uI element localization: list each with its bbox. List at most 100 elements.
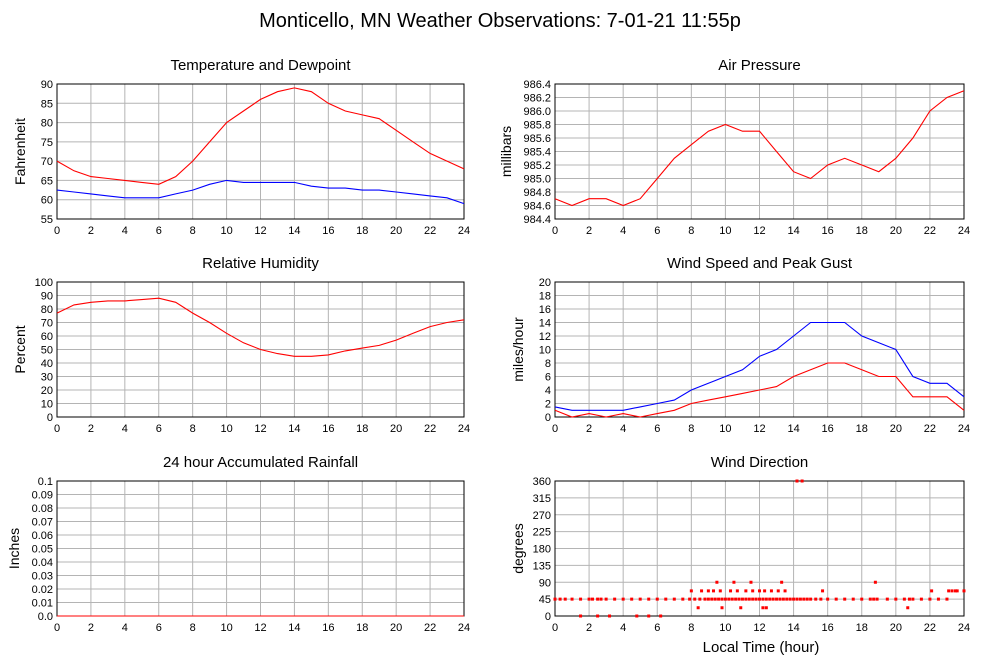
data-point <box>919 597 923 601</box>
data-point <box>953 589 957 593</box>
data-point <box>754 597 758 601</box>
series-line-2 <box>554 321 965 411</box>
y-tick-label: 45 <box>539 594 551 606</box>
x-tick-label: 20 <box>390 225 402 237</box>
x-tick-label: 4 <box>620 225 626 237</box>
plot-frame <box>56 83 465 220</box>
data-point <box>735 589 739 593</box>
x-tick-label: 16 <box>322 622 334 634</box>
data-point <box>761 606 765 610</box>
x-tick-label: 22 <box>424 225 436 237</box>
x-tick-label: 4 <box>122 225 128 237</box>
y-tick-label: 40 <box>41 358 53 370</box>
y-tick-label: 90 <box>41 79 53 91</box>
data-point <box>681 597 685 601</box>
x-tick-label: 10 <box>220 423 232 435</box>
data-point <box>775 597 779 601</box>
x-tick-label: 24 <box>458 622 470 634</box>
chart-title: Wind Speed and Peak Gust <box>667 255 853 272</box>
y-tick-label: 80 <box>41 118 53 130</box>
x-tick-label: 14 <box>288 622 300 634</box>
data-point <box>621 597 625 601</box>
chart-title: Wind Direction <box>711 454 809 471</box>
data-point <box>608 614 612 618</box>
y-tick-label: 985.0 <box>523 174 551 186</box>
data-point <box>664 597 668 601</box>
data-point <box>747 597 751 601</box>
y-tick-label: 986.4 <box>523 79 551 91</box>
x-axis-label: Local Time (hour) <box>703 639 820 656</box>
x-tick-label: 12 <box>753 225 765 237</box>
x-tick-label: 2 <box>586 423 592 435</box>
data-point <box>911 597 915 601</box>
x-tick-label: 22 <box>924 225 936 237</box>
data-point <box>771 597 775 601</box>
y-tick-label: 30 <box>41 372 53 384</box>
data-point <box>596 614 600 618</box>
data-point <box>563 597 567 601</box>
x-tick-label: 6 <box>654 622 660 634</box>
x-tick-label: 2 <box>88 225 94 237</box>
x-tick-label: 2 <box>88 622 94 634</box>
data-point <box>785 597 789 601</box>
data-point <box>798 597 802 601</box>
y-tick-label: 985.8 <box>523 120 551 132</box>
data-point <box>689 589 693 593</box>
data-point <box>647 614 651 618</box>
data-point <box>706 589 710 593</box>
x-tick-label: 22 <box>924 622 936 634</box>
data-point <box>553 597 557 601</box>
y-tick-label: 984.6 <box>523 201 551 213</box>
chart-title: Temperature and Dewpoint <box>170 57 351 74</box>
chart-title: Relative Humidity <box>202 255 319 272</box>
data-point <box>872 597 876 601</box>
data-point <box>928 597 932 601</box>
y-tick-label: 360 <box>533 476 551 488</box>
x-tick-label: 4 <box>620 622 626 634</box>
data-point <box>729 589 733 593</box>
plot-frame <box>554 480 965 617</box>
x-tick-label: 0 <box>552 225 558 237</box>
data-point <box>672 597 676 601</box>
y-tick-label: 984.4 <box>523 214 551 226</box>
x-tick-label: 8 <box>190 225 196 237</box>
x-tick-label: 14 <box>288 423 300 435</box>
data-point <box>821 589 825 593</box>
data-point <box>698 597 702 601</box>
data-point <box>749 580 753 584</box>
data-point <box>579 614 583 618</box>
data-point <box>819 597 823 601</box>
data-point <box>723 597 727 601</box>
x-tick-label: 12 <box>753 622 765 634</box>
y-axis-label: millibars <box>498 126 514 177</box>
data-point <box>720 606 724 610</box>
data-point <box>579 597 583 601</box>
y-tick-label: 14 <box>539 318 551 330</box>
data-point <box>758 597 761 601</box>
y-tick-label: 65 <box>41 175 53 187</box>
y-tick-label: 270 <box>533 510 551 522</box>
data-point <box>936 597 940 601</box>
x-tick-label: 2 <box>88 423 94 435</box>
data-point <box>851 597 855 601</box>
data-point <box>873 580 877 584</box>
x-tick-label: 24 <box>958 622 970 634</box>
data-point <box>740 597 744 601</box>
data-point <box>783 589 787 593</box>
data-point <box>792 597 796 601</box>
data-point <box>906 606 910 610</box>
y-tick-label: 20 <box>41 385 53 397</box>
y-tick-label: 90 <box>539 577 551 589</box>
y-tick-label: 985.4 <box>523 147 551 159</box>
chart-panels: 0 2 4 6 8 10 12 14 16 18 20 22 245560657075808590Tem… <box>6 57 970 634</box>
y-tick-label: 0.04 <box>32 557 53 569</box>
x-tick-label: 20 <box>390 622 402 634</box>
x-tick-label: 2 <box>586 622 592 634</box>
x-tick-label: 10 <box>719 225 731 237</box>
y-tick-label: 986.2 <box>523 93 551 105</box>
data-point <box>962 589 966 593</box>
y-tick-label: 70 <box>41 318 53 330</box>
chart-title: 24 hour Accumulated Rainfall <box>163 454 358 471</box>
x-tick-label: 20 <box>890 225 902 237</box>
